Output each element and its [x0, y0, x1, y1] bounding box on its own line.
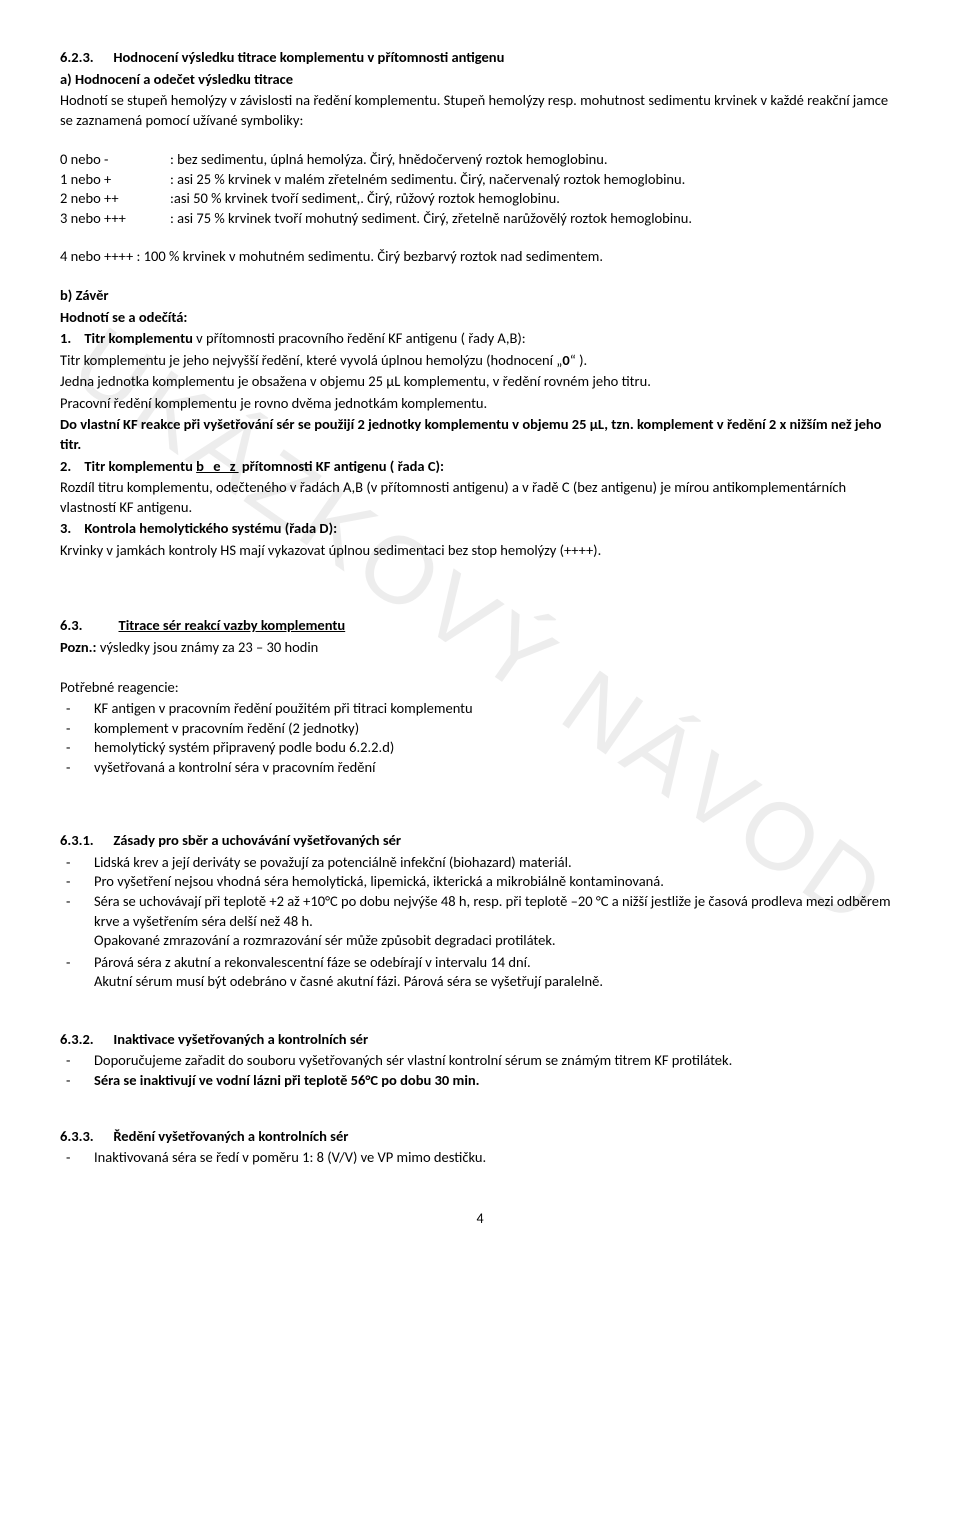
- legend-row-3: 3 nebo +++ : asi 75 % krvinek tvoří mohu…: [60, 209, 900, 229]
- reagent-2: -hemolytický systém připravený podle bod…: [60, 738, 900, 758]
- s631-cont2: Akutní sérum musí být odebráno v časné a…: [60, 972, 900, 992]
- legend-row-0: 0 nebo - : bez sedimentu, úplná hemolýza…: [60, 150, 900, 170]
- note-63: Pozn.: výsledky jsou známy za 23 – 30 ho…: [60, 638, 900, 658]
- s631-item-0: -Lidská krev a její deriváty se považují…: [60, 853, 900, 873]
- legend-row-1: 1 nebo + : asi 25 % krvinek v malém zřet…: [60, 170, 900, 190]
- reagent-3: -vyšetřovaná a kontrolní séra v pracovní…: [60, 758, 900, 778]
- heading-num: 6.3.2.: [60, 1030, 94, 1048]
- legend-key: 2 nebo ++: [60, 189, 170, 209]
- s631-item-1: -Pro vyšetření nejsou vhodná séra hemoly…: [60, 872, 900, 892]
- heading-text: Titrace sér reakcí vazby komplementu: [119, 616, 346, 634]
- s631-item-2: -Séra se uchovávají při teplotě +2 až +1…: [60, 892, 900, 931]
- para-623b3-1: Krvinky v jamkách kontroly HS mají vykaz…: [60, 541, 900, 561]
- legend-row-2: 2 nebo ++ :asi 50 % krvinek tvoří sedime…: [60, 189, 900, 209]
- heading-63: 6.3. Titrace sér reakcí vazby komplement…: [60, 616, 900, 636]
- heading-632: 6.3.2. Inaktivace vyšetřovaných a kontro…: [60, 1030, 900, 1050]
- reagent-0: -KF antigen v pracovním ředění použitém …: [60, 699, 900, 719]
- rest: přítomnosti KF antigenu ( řada C):: [239, 457, 444, 475]
- s633-item-0: -Inaktivovaná séra se ředí v poměru 1: 8…: [60, 1148, 900, 1168]
- bold: Titr komplementu: [84, 457, 196, 475]
- reagents-label: Potřebné reagencie:: [60, 678, 900, 698]
- heading-633: 6.3.3. Ředění vyšetřovaných a kontrolníc…: [60, 1127, 900, 1147]
- para-623b3-title: 3. Kontrola hemolytického systému (řada …: [60, 519, 900, 539]
- document-body: 6.2.3. Hodnocení výsledku titrace komple…: [60, 48, 900, 1229]
- legend-key: 1 nebo +: [60, 170, 170, 190]
- s631-item-3: -Párová séra z akutní a rekonvalescentní…: [60, 953, 900, 973]
- para-623b1-3: Pracovní ředění komplementu je rovno dvě…: [60, 394, 900, 414]
- legend-row-4: 4 nebo ++++ : 100 % krvinek v mohutném s…: [60, 247, 900, 267]
- heading-text: Hodnocení výsledku titrace komplementu v…: [113, 48, 504, 66]
- heading-num: 6.3.: [60, 616, 82, 634]
- num: 3.: [60, 519, 71, 537]
- reagent-1: -komplement v pracovním ředění (2 jednot…: [60, 719, 900, 739]
- para-623b1-2: Jedna jednotka komplementu je obsažena v…: [60, 372, 900, 392]
- legend-key: 0 nebo -: [60, 150, 170, 170]
- para-623b2-1: Rozdíl titru komplementu, odečteného v ř…: [60, 478, 900, 517]
- heading-623: 6.2.3. Hodnocení výsledku titrace komple…: [60, 48, 900, 68]
- page-number: 4: [60, 1210, 900, 1229]
- heading-text: Zásady pro sběr a uchovávání vyšetřovaný…: [113, 831, 401, 849]
- spaced: b e z: [196, 457, 238, 475]
- legend-key: 3 nebo +++: [60, 209, 170, 229]
- para-623b1-4: Do vlastní KF reakce při vyšetřování sér…: [60, 415, 900, 454]
- s632-item-1: -Séra se inaktivují ve vodní lázni při t…: [60, 1071, 900, 1091]
- label-623b: b) Závěr: [60, 286, 900, 306]
- rest: v přítomnosti pracovního ředění KF antig…: [193, 329, 526, 347]
- legend-val: : asi 75 % krvinek tvoří mohutný sedimen…: [170, 209, 692, 229]
- heading-num: 6.3.3.: [60, 1127, 94, 1145]
- bold: Kontrola hemolytického systému (řada D):: [84, 519, 337, 537]
- label-623b-sub: Hodnotí se a odečítá:: [60, 308, 900, 328]
- heading-num: 6.3.1.: [60, 831, 94, 849]
- num: 1.: [60, 329, 71, 347]
- legend-val: : asi 25 % krvinek v malém zřetelném sed…: [170, 170, 685, 190]
- para-623a-1: Hodnotí se stupeň hemolýzy v závislosti …: [60, 91, 900, 130]
- para-623b2-title: 2. Titr komplementu b e z přítomnosti KF…: [60, 457, 900, 477]
- legend-val: :asi 50 % krvinek tvoří sediment,. Čirý,…: [170, 189, 560, 209]
- para-623b1-title: 1. Titr komplementu v přítomnosti pracov…: [60, 329, 900, 349]
- label-623a: a) Hodnocení a odečet výsledku titrace: [60, 70, 900, 90]
- s631-cont1: Opakované zmrazování a rozmrazování sér …: [60, 931, 900, 951]
- para-623b1-1: Titr komplementu je jeho nejvyšší ředění…: [60, 351, 900, 371]
- heading-text: Ředění vyšetřovaných a kontrolních sér: [113, 1127, 348, 1145]
- num: 2.: [60, 457, 71, 475]
- bold: Titr komplementu: [84, 329, 193, 347]
- s632-item-0: -Doporučujeme zařadit do souboru vyšetřo…: [60, 1051, 900, 1071]
- heading-631: 6.3.1. Zásady pro sběr a uchovávání vyše…: [60, 831, 900, 851]
- heading-num: 6.2.3.: [60, 48, 94, 66]
- heading-text: Inaktivace vyšetřovaných a kontrolních s…: [113, 1030, 368, 1048]
- legend-val: : bez sedimentu, úplná hemolýza. Čirý, h…: [170, 150, 608, 170]
